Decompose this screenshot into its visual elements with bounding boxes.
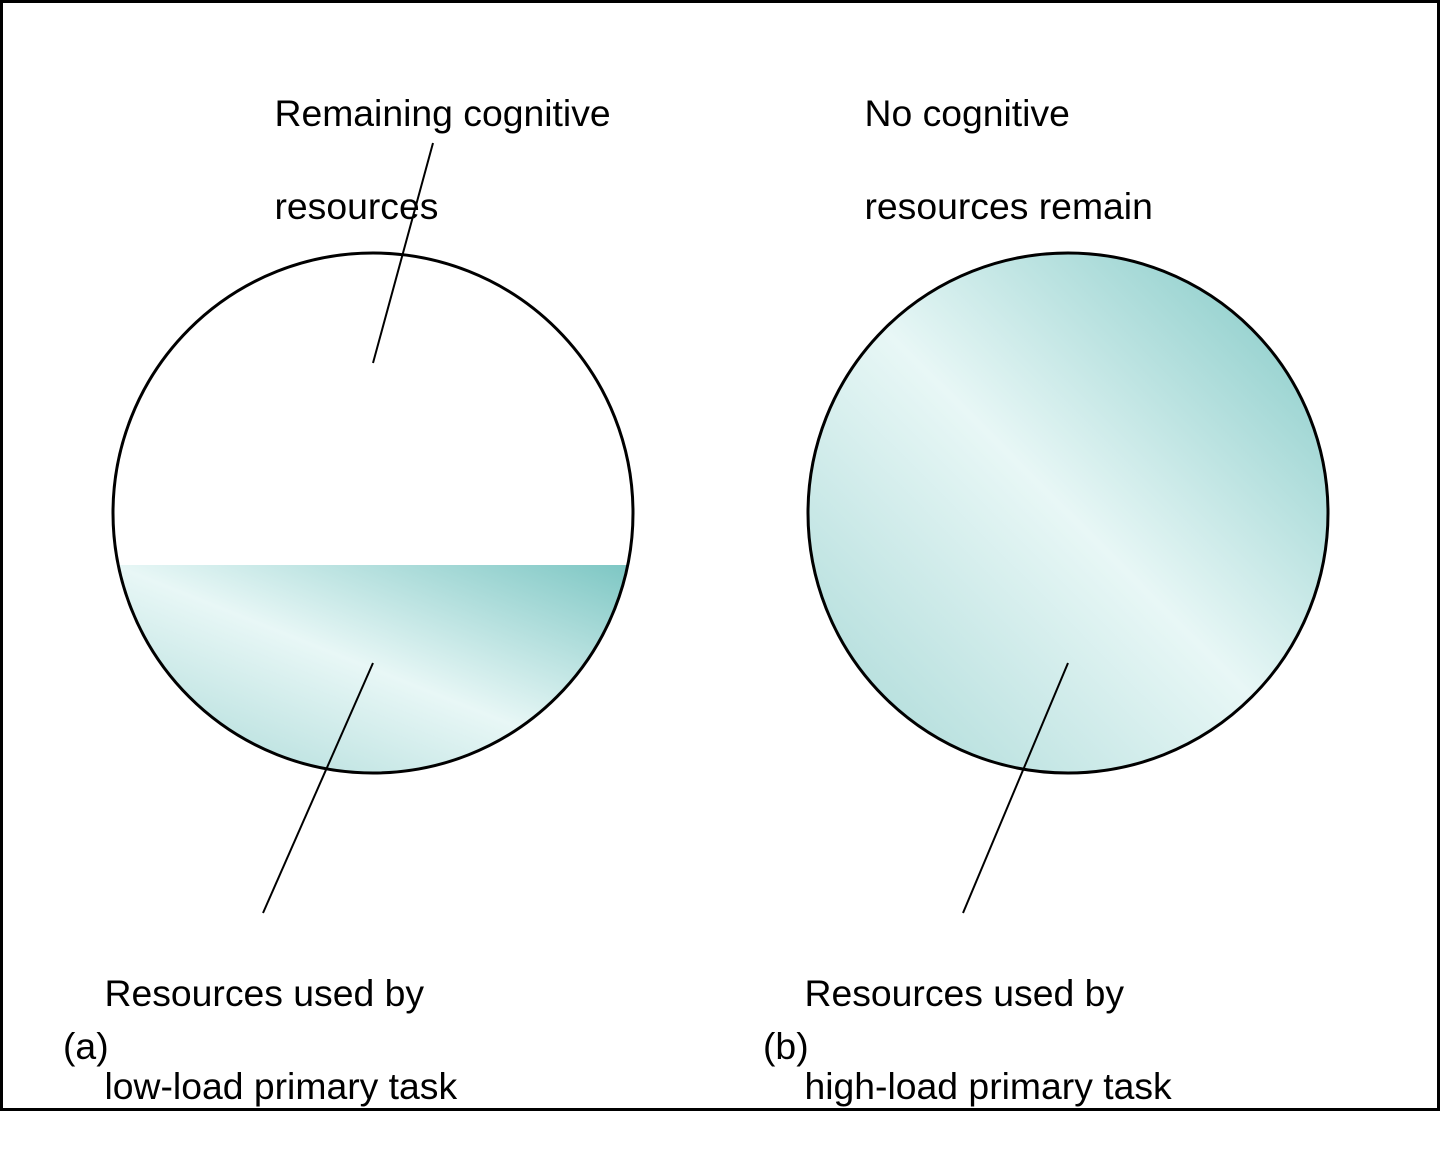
label-a-bottom-line2: low-load primary task	[104, 1065, 457, 1107]
label-b-bottom: Resources used by high-load primary task	[763, 923, 1172, 1156]
label-b-top-line1: No cognitive	[864, 92, 1069, 134]
label-b-top: No cognitive resources remain	[823, 43, 1153, 276]
label-a-top-line2: resources	[274, 185, 438, 227]
label-b-bottom-line1: Resources used by	[804, 972, 1124, 1014]
label-a-top: Remaining cognitive resources	[233, 43, 611, 276]
label-b-top-line2: resources remain	[864, 185, 1152, 227]
label-b-bottom-line2: high-load primary task	[804, 1065, 1171, 1107]
diagram-frame: Remaining cognitive resources Resources …	[0, 0, 1440, 1111]
label-a-top-line1: Remaining cognitive	[274, 92, 610, 134]
panel-b-fill	[808, 253, 1328, 773]
panel-a-tag: (a)	[63, 1023, 109, 1070]
panel-b-tag: (b)	[763, 1023, 809, 1070]
label-a-bottom-line1: Resources used by	[104, 972, 424, 1014]
panel-a-fill	[113, 565, 633, 773]
panel-b	[808, 253, 1328, 913]
label-a-bottom: Resources used by low-load primary task	[63, 923, 457, 1156]
